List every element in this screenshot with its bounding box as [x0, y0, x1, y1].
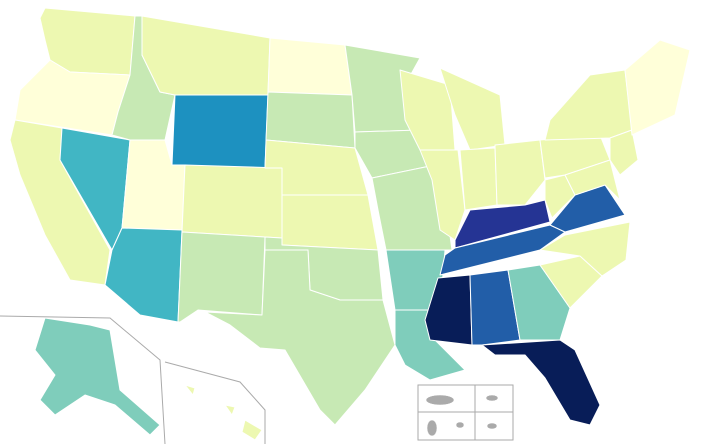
state [609, 129, 639, 176]
territory [425, 394, 455, 406]
state [624, 39, 691, 136]
state [224, 404, 236, 416]
state [204, 249, 396, 426]
state [459, 147, 498, 211]
state [265, 91, 356, 149]
insets [0, 315, 514, 444]
state [104, 227, 183, 323]
inset-frame [164, 361, 266, 444]
inset-frame [0, 315, 166, 444]
state [544, 69, 633, 141]
state [177, 231, 266, 323]
state [494, 139, 546, 206]
state [184, 384, 196, 396]
state [141, 15, 271, 96]
territory [455, 421, 465, 429]
state [439, 67, 506, 151]
state [481, 339, 601, 426]
state [34, 317, 161, 436]
state [539, 221, 631, 277]
state [171, 94, 269, 169]
state [507, 264, 571, 341]
state [267, 37, 353, 96]
states [9, 7, 691, 441]
state [241, 419, 263, 441]
territory [486, 422, 498, 430]
state [281, 194, 379, 251]
territory [485, 394, 499, 402]
state [424, 274, 473, 346]
state [564, 159, 621, 201]
state [549, 184, 626, 233]
state [469, 269, 521, 346]
territory [426, 419, 438, 437]
state [181, 164, 283, 239]
